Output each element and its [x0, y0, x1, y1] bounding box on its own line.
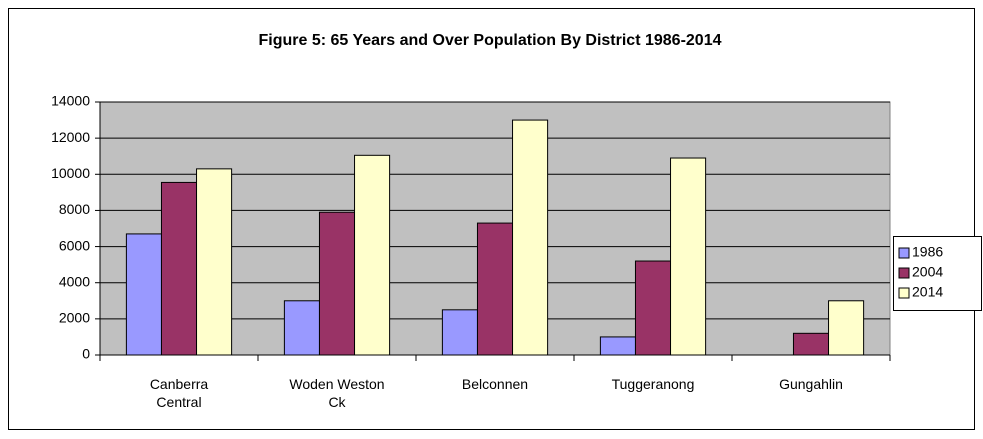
x-tick-label: Gungahlin: [779, 376, 843, 392]
legend-label: 2014: [912, 284, 943, 300]
y-tick-label: 2000: [59, 310, 90, 326]
bar: [196, 168, 233, 356]
legend-swatch: [898, 267, 910, 279]
x-tick-label: Canberra Central: [149, 376, 209, 410]
legend-swatch: [898, 287, 910, 299]
x-tick-label: Woden Weston Ck: [289, 376, 385, 410]
legend-label: 2004: [912, 264, 943, 280]
y-tick-label: 0: [82, 346, 90, 362]
chart-title: Figure 5: 65 Years and Over Population B…: [258, 32, 721, 49]
bar: [283, 300, 320, 356]
bar: [670, 157, 707, 356]
bar: [318, 211, 356, 356]
x-tick-label: Belconnen: [461, 376, 529, 392]
bar: [441, 309, 478, 356]
y-tick-label: 10000: [51, 165, 90, 181]
legend-swatch: [898, 247, 910, 259]
bar: [160, 181, 198, 356]
x-tick-label: Tuggeranong: [611, 376, 695, 392]
bar: [354, 154, 391, 356]
bar: [476, 222, 514, 356]
legend-label: 1986: [912, 244, 943, 260]
y-tick-label: 12000: [51, 129, 90, 145]
y-tick-label: 6000: [59, 237, 90, 253]
bar: [634, 260, 672, 356]
y-tick-label: 8000: [59, 201, 90, 217]
y-tick-label: 4000: [59, 273, 90, 289]
bar: [828, 300, 865, 356]
bar: [599, 336, 636, 356]
bar: [512, 119, 549, 356]
bar: [125, 233, 162, 356]
y-tick-label: 14000: [51, 93, 90, 109]
bar: [792, 332, 830, 356]
